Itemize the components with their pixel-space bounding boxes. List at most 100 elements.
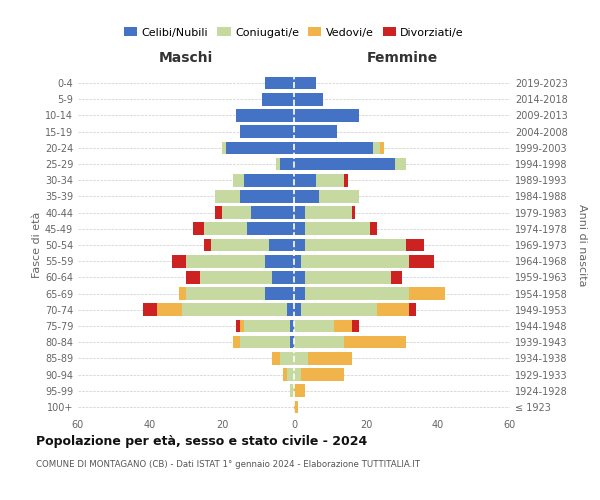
Bar — [294, 126, 337, 138]
Bar — [283, 368, 287, 381]
Bar — [204, 222, 247, 235]
Bar — [186, 288, 265, 300]
Bar — [215, 190, 240, 202]
Bar — [409, 288, 445, 300]
Bar — [294, 336, 344, 348]
Bar — [301, 368, 344, 381]
Bar — [247, 222, 294, 235]
Bar — [352, 206, 355, 219]
Bar — [236, 109, 294, 122]
Bar — [305, 206, 352, 219]
Bar — [265, 255, 294, 268]
Bar — [226, 142, 294, 154]
Bar — [294, 238, 305, 252]
Bar — [294, 158, 395, 170]
Bar — [319, 190, 359, 202]
Y-axis label: Anni di nascita: Anni di nascita — [577, 204, 587, 286]
Bar — [316, 174, 344, 186]
Bar — [290, 320, 294, 332]
Bar — [186, 255, 265, 268]
Bar — [272, 271, 294, 283]
Text: Popolazione per età, sesso e stato civile - 2024: Popolazione per età, sesso e stato civil… — [36, 435, 367, 448]
Bar — [244, 174, 294, 186]
Bar — [287, 304, 294, 316]
Bar — [305, 222, 370, 235]
Bar — [294, 320, 334, 332]
Bar — [290, 384, 294, 397]
Bar — [380, 142, 384, 154]
Bar — [334, 320, 352, 332]
Bar — [179, 288, 186, 300]
Bar — [395, 158, 406, 170]
Bar — [294, 109, 359, 122]
Bar — [240, 336, 290, 348]
Bar — [265, 288, 294, 300]
Bar — [294, 93, 323, 106]
Bar — [272, 352, 280, 364]
Bar — [294, 271, 305, 283]
Bar — [204, 238, 211, 252]
Bar — [305, 271, 391, 283]
Bar — [200, 271, 272, 283]
Bar — [215, 206, 222, 219]
Bar — [251, 206, 294, 219]
Bar — [236, 320, 240, 332]
Bar — [308, 352, 352, 364]
Text: Femmine: Femmine — [367, 52, 437, 66]
Bar — [265, 77, 294, 90]
Bar — [186, 271, 200, 283]
Bar — [294, 174, 316, 186]
Bar — [280, 352, 294, 364]
Bar — [294, 255, 301, 268]
Bar — [294, 384, 305, 397]
Bar — [193, 222, 204, 235]
Bar — [233, 174, 244, 186]
Bar — [294, 77, 316, 90]
Bar — [294, 190, 319, 202]
Y-axis label: Fasce di età: Fasce di età — [32, 212, 42, 278]
Bar — [172, 255, 186, 268]
Bar — [370, 222, 377, 235]
Bar — [244, 320, 290, 332]
Bar — [222, 142, 226, 154]
Bar — [276, 158, 280, 170]
Bar — [301, 255, 409, 268]
Bar — [377, 304, 409, 316]
Bar — [305, 238, 406, 252]
Bar — [262, 93, 294, 106]
Bar — [240, 190, 294, 202]
Bar — [294, 352, 308, 364]
Text: COMUNE DI MONTAGANO (CB) - Dati ISTAT 1° gennaio 2024 - Elaborazione TUTTITALIA.: COMUNE DI MONTAGANO (CB) - Dati ISTAT 1°… — [36, 460, 420, 469]
Bar — [406, 238, 424, 252]
Bar — [294, 288, 305, 300]
Bar — [409, 255, 434, 268]
Bar — [409, 304, 416, 316]
Bar — [344, 174, 348, 186]
Bar — [287, 368, 294, 381]
Legend: Celibi/Nubili, Coniugati/e, Vedovi/e, Divorziati/e: Celibi/Nubili, Coniugati/e, Vedovi/e, Di… — [119, 23, 469, 42]
Bar — [269, 238, 294, 252]
Bar — [294, 400, 298, 413]
Bar — [305, 288, 409, 300]
Bar — [240, 320, 244, 332]
Bar — [344, 336, 406, 348]
Bar — [294, 206, 305, 219]
Bar — [294, 304, 301, 316]
Bar — [294, 142, 373, 154]
Bar — [294, 222, 305, 235]
Bar — [373, 142, 380, 154]
Bar — [301, 304, 377, 316]
Text: Maschi: Maschi — [159, 52, 213, 66]
Bar — [211, 238, 269, 252]
Bar — [182, 304, 287, 316]
Bar — [290, 336, 294, 348]
Bar — [391, 271, 402, 283]
Bar — [143, 304, 157, 316]
Bar — [352, 320, 359, 332]
Bar — [222, 206, 251, 219]
Bar — [157, 304, 182, 316]
Bar — [280, 158, 294, 170]
Bar — [240, 126, 294, 138]
Bar — [294, 368, 301, 381]
Bar — [233, 336, 240, 348]
